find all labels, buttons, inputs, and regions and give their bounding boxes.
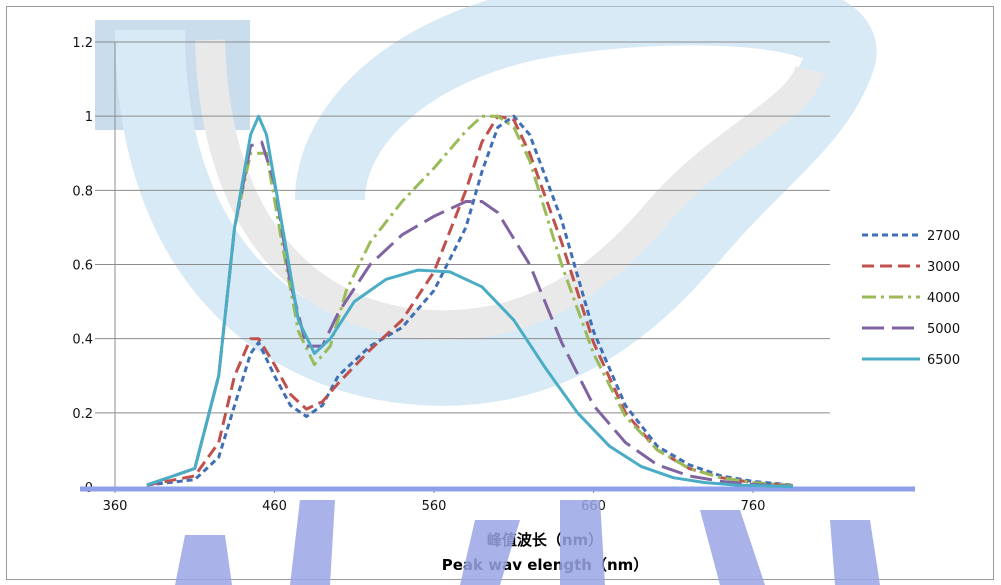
legend-label-4000: 4000	[927, 291, 960, 306]
y-tick-label: 0.8	[72, 184, 93, 199]
legend-label-2700: 2700	[927, 229, 960, 244]
watermark-strokes	[175, 500, 880, 585]
y-tick-label: 0.4	[72, 333, 93, 348]
y-tick-label: 1	[85, 110, 93, 125]
series-line-6500	[146, 114, 793, 489]
y-tick-label: 1.2	[72, 36, 93, 51]
legend-label-5000: 5000	[927, 322, 960, 337]
series-line-5000	[146, 140, 793, 488]
y-axis-ticks: 00.20.40.60.811.2	[72, 36, 93, 496]
series-line-3000	[146, 114, 794, 487]
x-tick-label: 460	[262, 499, 287, 514]
gridlines	[95, 41, 830, 487]
series-line-4000	[146, 114, 794, 487]
legend-label-6500: 6500	[927, 353, 960, 368]
x-tick-label: 760	[741, 499, 766, 514]
legend: 2700 3000 4000 5000 6500	[862, 229, 960, 368]
x-tick-label: 560	[422, 499, 447, 514]
series-line-2700	[146, 114, 794, 487]
x-tick-label: 360	[103, 499, 128, 514]
series-lines	[146, 114, 794, 489]
legend-label-3000: 3000	[927, 260, 960, 275]
y-tick-label: 0.6	[72, 259, 93, 274]
y-tick-label: 0.2	[72, 407, 93, 422]
